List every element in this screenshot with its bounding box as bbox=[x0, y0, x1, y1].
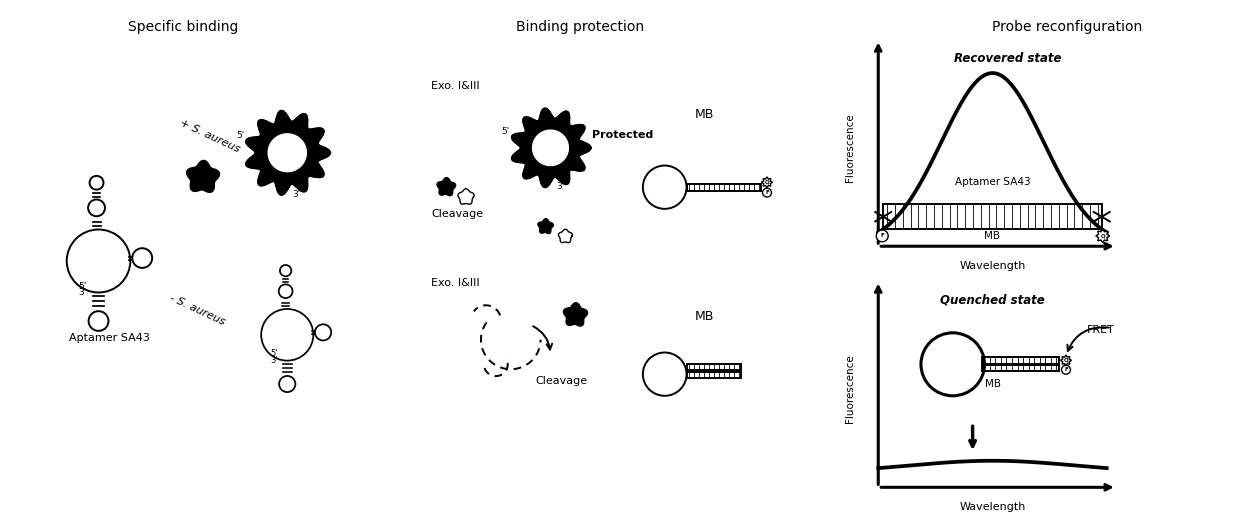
Text: MB: MB bbox=[985, 231, 1001, 241]
Polygon shape bbox=[436, 178, 455, 196]
Polygon shape bbox=[563, 303, 588, 326]
Text: + S. aureus: + S. aureus bbox=[179, 118, 242, 155]
Polygon shape bbox=[761, 177, 773, 188]
Text: Binding protection: Binding protection bbox=[516, 20, 645, 34]
Text: Exo. I&III: Exo. I&III bbox=[432, 81, 480, 91]
Text: FRET: FRET bbox=[1086, 325, 1115, 335]
Text: Q: Q bbox=[1100, 233, 1105, 239]
Bar bbox=[687, 372, 742, 378]
Polygon shape bbox=[558, 229, 573, 243]
Text: 5': 5' bbox=[501, 127, 510, 136]
Polygon shape bbox=[533, 130, 568, 166]
Text: MB: MB bbox=[986, 379, 1002, 389]
Text: Wavelength: Wavelength bbox=[960, 261, 1025, 271]
Circle shape bbox=[1061, 365, 1070, 374]
Text: Exo. I&III: Exo. I&III bbox=[432, 278, 480, 288]
Bar bbox=[687, 364, 742, 370]
Text: F: F bbox=[880, 233, 884, 239]
Text: Fluorescence: Fluorescence bbox=[846, 114, 856, 182]
Text: F: F bbox=[765, 190, 769, 195]
Text: Cleavage: Cleavage bbox=[432, 209, 484, 219]
Text: F: F bbox=[1064, 367, 1068, 372]
Text: - S. aureus: - S. aureus bbox=[169, 293, 227, 327]
Bar bbox=[883, 204, 1102, 229]
Text: Wavelength: Wavelength bbox=[960, 502, 1025, 512]
Polygon shape bbox=[538, 219, 553, 233]
Polygon shape bbox=[1060, 355, 1071, 366]
Text: Probe reconfiguration: Probe reconfiguration bbox=[992, 20, 1142, 34]
Polygon shape bbox=[512, 108, 590, 187]
Text: 3': 3' bbox=[270, 356, 278, 365]
Text: Aptamer SA43: Aptamer SA43 bbox=[68, 333, 150, 343]
Text: MB: MB bbox=[694, 108, 714, 121]
Polygon shape bbox=[268, 134, 306, 171]
Text: Specific binding: Specific binding bbox=[128, 20, 238, 34]
Polygon shape bbox=[246, 110, 330, 195]
Text: 3': 3' bbox=[293, 190, 300, 199]
Polygon shape bbox=[458, 189, 474, 204]
Text: 5': 5' bbox=[237, 131, 244, 140]
Text: Aptamer SA43: Aptamer SA43 bbox=[955, 177, 1030, 187]
Text: Fluorescence: Fluorescence bbox=[846, 354, 856, 423]
Text: 5': 5' bbox=[270, 350, 278, 358]
Text: Q: Q bbox=[1064, 358, 1069, 363]
Text: Recovered state: Recovered state bbox=[954, 53, 1061, 65]
Bar bbox=[982, 357, 1059, 364]
Text: Cleavage: Cleavage bbox=[536, 376, 588, 386]
Text: 3': 3' bbox=[557, 182, 564, 191]
Text: 5': 5' bbox=[78, 281, 87, 291]
Polygon shape bbox=[186, 160, 219, 192]
Circle shape bbox=[763, 188, 771, 197]
Bar bbox=[687, 184, 761, 191]
Text: 3': 3' bbox=[78, 289, 87, 297]
Polygon shape bbox=[1096, 229, 1110, 243]
Text: Q: Q bbox=[765, 180, 769, 185]
Text: MB: MB bbox=[694, 310, 714, 323]
Text: Protected: Protected bbox=[593, 130, 653, 140]
Text: Quenched state: Quenched state bbox=[940, 293, 1045, 306]
Circle shape bbox=[877, 230, 888, 242]
Bar bbox=[982, 365, 1059, 371]
